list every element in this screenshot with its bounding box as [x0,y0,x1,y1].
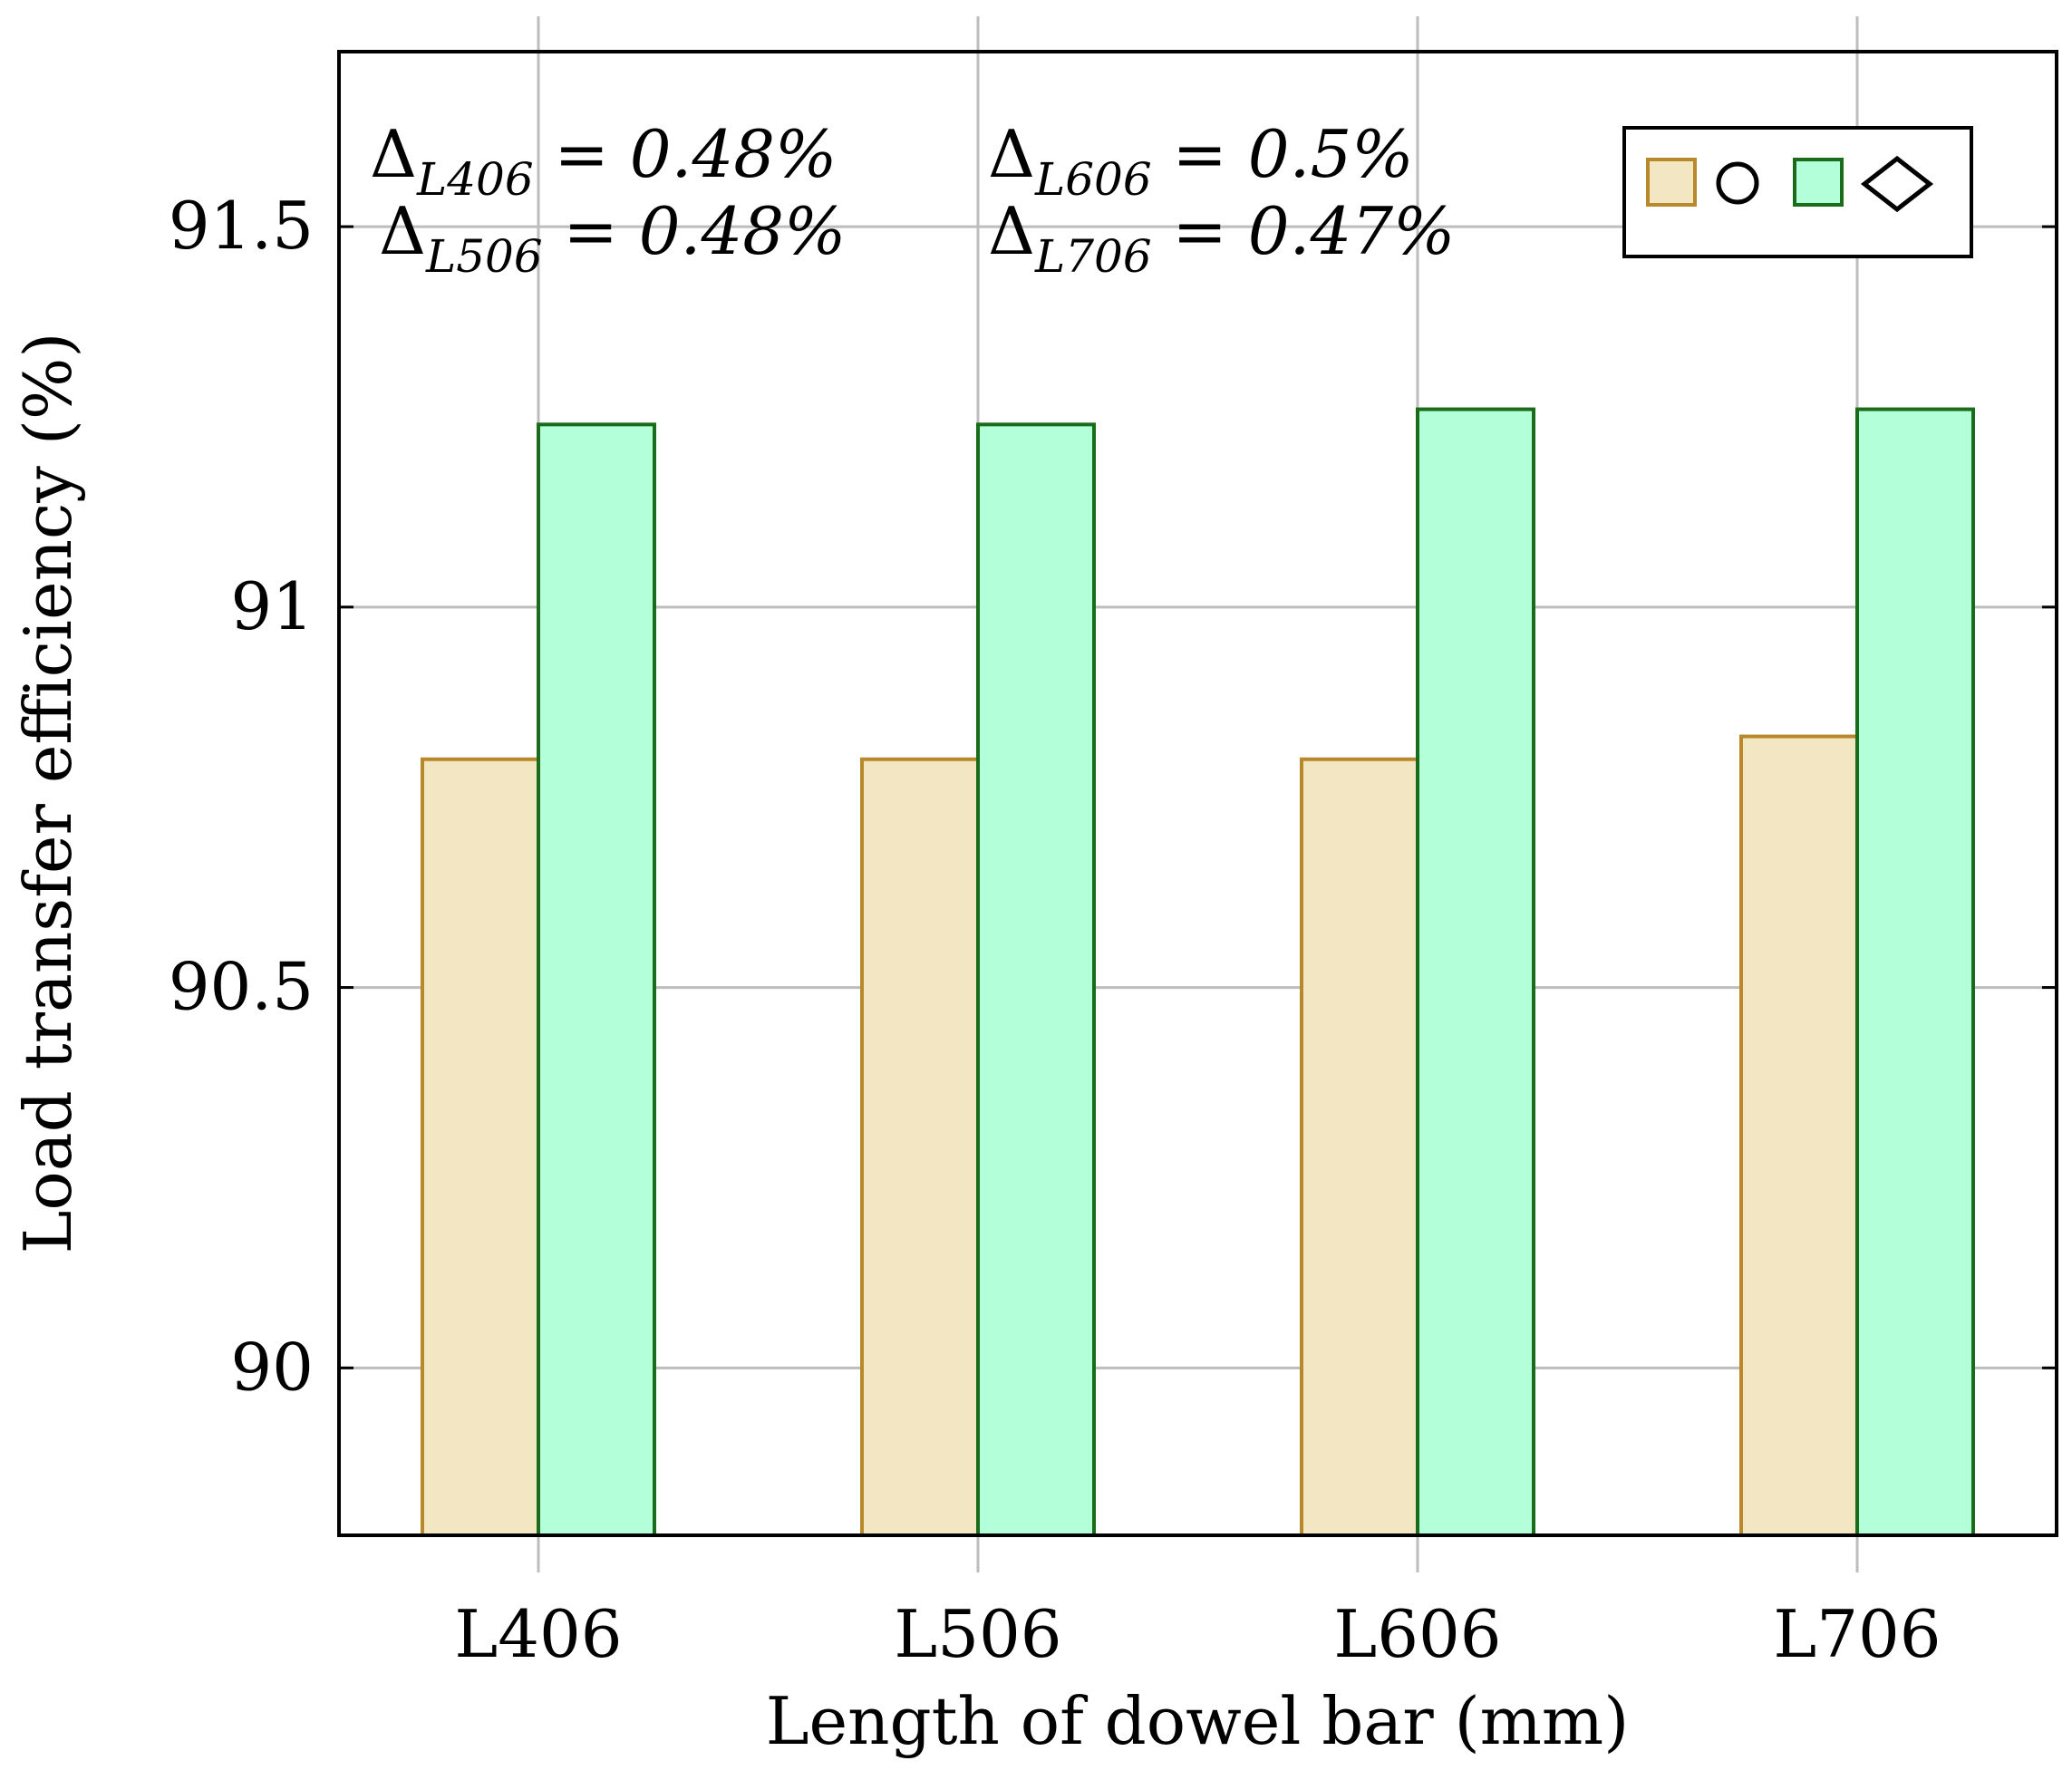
delta-annotation: ΔL506 = 0.48% [379,193,846,283]
x-tick-labels: L406 L506 L606 L706 [454,1596,1941,1672]
y-tick-label: 90 [230,1329,314,1405]
bar-circle-L606 [1300,757,1419,1537]
delta-annotation: ΔL606 = 0.5% [988,116,1414,206]
x-tick-label: L506 [894,1596,1061,1672]
x-axis-label: Length of dowel bar (mm) [766,1683,1630,1759]
bar-circle-L506 [860,757,980,1537]
x-tick-label: L406 [454,1596,622,1672]
plot-frame [337,50,2058,1537]
bars [421,407,1975,1537]
legend [1622,126,1973,258]
delta-annotation: ΔL706 = 0.47% [988,193,1455,283]
annotations: ΔL406 = 0.48%ΔL506 = 0.48% ΔL606 = 0.5%ΔL… [370,116,1455,283]
delta-annotation: ΔL406 = 0.48% [370,116,837,206]
legend-swatch-circle-series [1646,158,1697,207]
bar-diamond-L606 [1416,407,1535,1537]
x-tick-label: L706 [1773,1596,1941,1672]
y-tick-label: 91 [230,568,314,644]
ticks [339,225,2057,1369]
y-tick-labels: 90 90.5 91 91.5 [169,188,314,1405]
bar-circle-L406 [421,757,540,1537]
legend-swatch-diamond-series [1793,158,1844,207]
bar-diamond-L706 [1855,407,1975,1537]
bar-diamond-L406 [537,422,656,1537]
bar-circle-L706 [1739,734,1859,1537]
bar-diamond-L506 [976,422,1096,1537]
y-tick-label: 91.5 [169,188,314,264]
y-axis-label: Load transfer efficiency (%) [10,333,86,1254]
y-tick-label: 90.5 [169,949,314,1025]
circle-icon [1716,161,1759,205]
x-tick-label: L606 [1333,1596,1501,1672]
diamond-icon [1860,155,1934,213]
